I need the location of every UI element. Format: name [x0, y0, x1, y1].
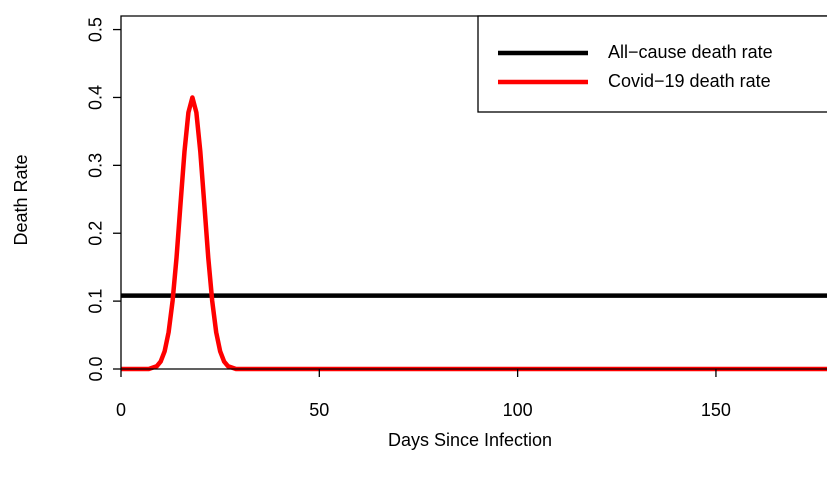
- x-tick-label: 100: [503, 400, 533, 420]
- plot-frame: [120, 15, 827, 370]
- y-tick-label: 0.5: [86, 17, 106, 42]
- y-tick-label: 0.2: [86, 221, 106, 246]
- y-tick-label: 0.4: [86, 85, 106, 110]
- y-axis-label: Death Rate: [11, 154, 31, 245]
- y-tick-label: 0.0: [86, 356, 106, 381]
- legend-label: Covid−19 death rate: [608, 71, 771, 91]
- x-tick-label: 0: [116, 400, 126, 420]
- x-tick-label: 50: [309, 400, 329, 420]
- y-tick-label: 0.1: [86, 289, 106, 314]
- legend-label: All−cause death rate: [608, 42, 773, 62]
- x-axis-label: Days Since Infection: [388, 430, 552, 450]
- legend-box: [477, 15, 827, 113]
- x-tick-label: 150: [701, 400, 731, 420]
- y-tick-label: 0.3: [86, 153, 106, 178]
- line-series: [121, 95, 827, 372]
